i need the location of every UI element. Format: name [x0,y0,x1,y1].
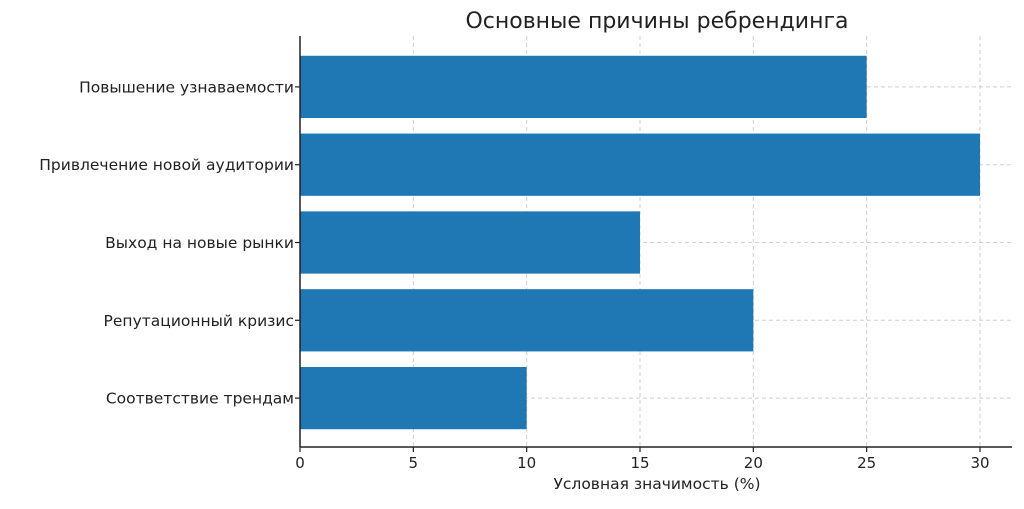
bar [300,55,867,119]
x-tick-label: 5 [409,454,419,472]
y-tick-label: Репутационный кризис [104,312,294,330]
bar [300,211,640,274]
bar [300,366,527,430]
x-tick-label: 15 [630,454,649,472]
chart-title: Основные причины ребрендинга [465,9,848,34]
x-tick-label: 20 [744,454,763,472]
y-tick-label: Выход на новые рынки [105,234,294,252]
bar [300,289,754,352]
x-tick-label: 10 [517,454,536,472]
bar [300,133,980,196]
y-tick-label: Соответствие трендам [106,390,294,408]
y-tick-label: Повышение узнаваемости [79,78,294,96]
bars [300,55,980,430]
x-tick-label: 30 [970,454,989,472]
axes [295,36,1012,452]
y-tick-label: Привлечение новой аудитории [39,156,294,174]
x-tick-label: 0 [295,454,305,472]
x-tick-labels: 0 5 10 15 20 25 30 [295,454,989,472]
y-tick-labels: Повышение узнаваемости Привлечение новой … [39,78,294,407]
x-tick-label: 25 [857,454,876,472]
x-axis-label: Условная значимость (%) [553,475,760,493]
